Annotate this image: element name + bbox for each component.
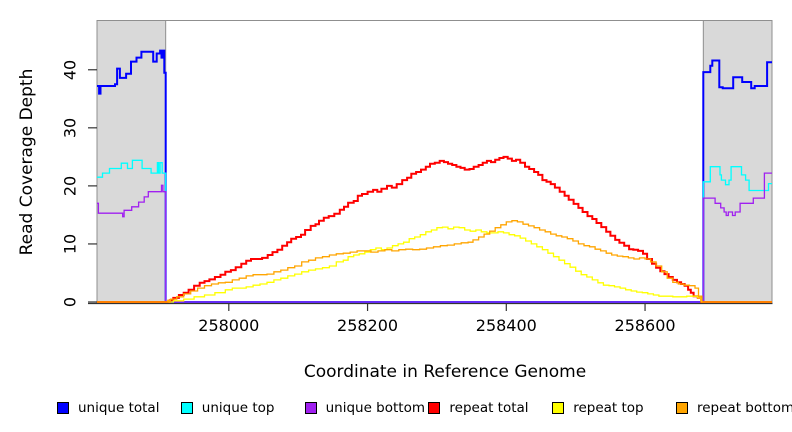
y-tick-label: 10 bbox=[60, 233, 80, 255]
legend-label: repeat top bbox=[573, 400, 644, 416]
legend-label: repeat bottom bbox=[697, 400, 792, 416]
legend-swatch-icon bbox=[57, 402, 69, 414]
legend-item-repeat-total: repeat total bbox=[428, 400, 529, 416]
legend-item-unique-top: unique top bbox=[180, 400, 275, 416]
y-tick-label: 30 bbox=[60, 117, 80, 138]
x-tick-label: 258000 bbox=[198, 316, 260, 335]
x-tick-label: 258600 bbox=[614, 316, 676, 335]
series-unique-bottom bbox=[97, 172, 772, 303]
legend-item-repeat-bottom: repeat bottom bbox=[676, 401, 792, 415]
series-unique-total bbox=[97, 49, 772, 303]
x-axis-title: Coordinate in Reference Genome bbox=[303, 362, 587, 382]
series-repeat-total bbox=[97, 155, 772, 303]
y-tick-label: 40 bbox=[60, 59, 80, 80]
legend-label: unique bottom bbox=[325, 400, 426, 416]
legend-label: unique total bbox=[78, 400, 160, 416]
legend-label: unique top bbox=[201, 400, 275, 416]
legend-swatch-icon bbox=[304, 402, 317, 414]
series-unique-top bbox=[97, 159, 772, 303]
legend-item-repeat-top: repeat top bbox=[552, 400, 644, 416]
legend-label: repeat total bbox=[449, 400, 529, 416]
y-tick-label: 0 bbox=[60, 296, 80, 308]
series-repeat-top bbox=[97, 226, 772, 303]
legend-item-unique-bottom: unique bottom bbox=[304, 400, 426, 416]
legend-swatch-icon bbox=[180, 402, 193, 414]
y-axis-title: Read Coverage Depth bbox=[17, 68, 37, 256]
masked-region-right bbox=[702, 20, 773, 304]
x-tick-label: 258400 bbox=[475, 316, 537, 335]
x-tick-label: 258200 bbox=[337, 316, 399, 335]
legend-swatch-icon bbox=[552, 402, 565, 414]
series-repeat-bottom bbox=[97, 220, 772, 303]
y-tick-label: 20 bbox=[60, 175, 80, 197]
legend-item-unique-total: unique total bbox=[57, 401, 159, 415]
legend-swatch-icon bbox=[428, 402, 441, 414]
legend-swatch-icon bbox=[676, 402, 688, 414]
